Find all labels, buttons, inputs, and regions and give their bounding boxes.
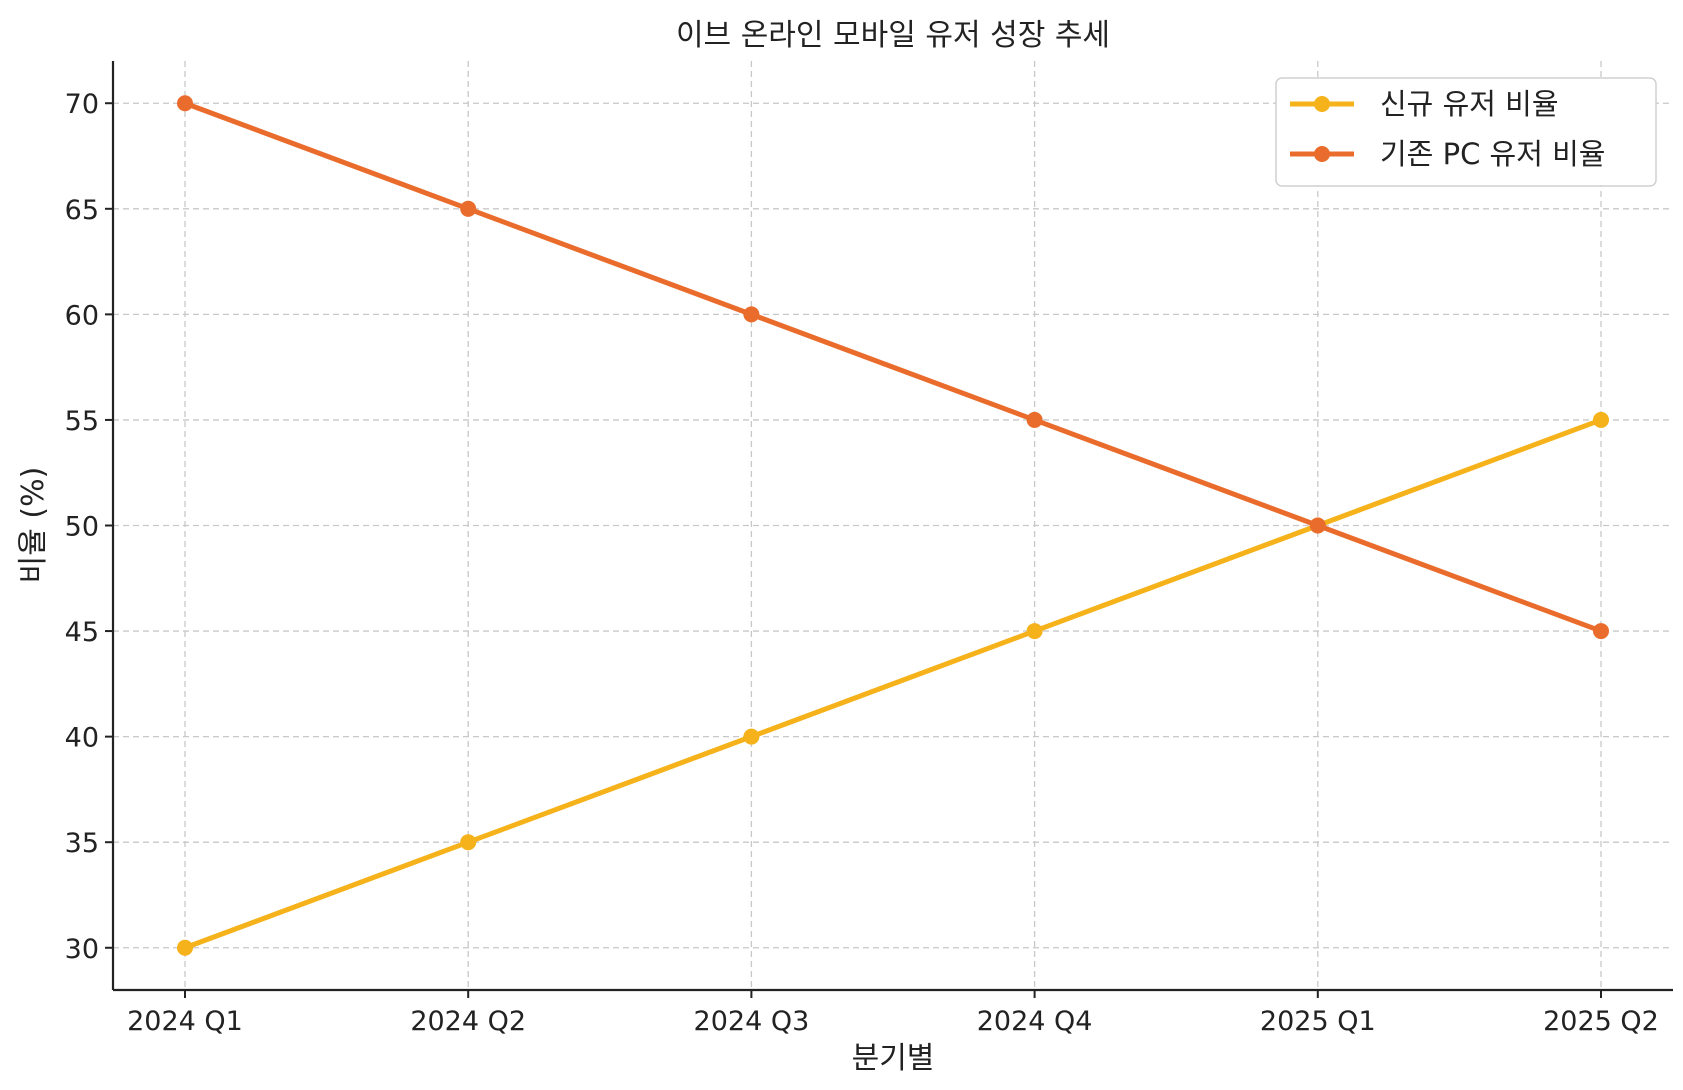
data-point xyxy=(1309,517,1326,534)
data-point xyxy=(1593,411,1609,428)
data-point xyxy=(460,200,477,217)
grid xyxy=(113,61,1673,990)
data-point xyxy=(177,95,193,112)
data-point xyxy=(743,728,760,745)
y-tick-label: 40 xyxy=(65,723,99,754)
y-tick-label: 45 xyxy=(65,617,99,648)
series-line xyxy=(182,417,1604,951)
x-tick-label: 2024 Q2 xyxy=(410,1006,526,1037)
legend-marker xyxy=(1314,146,1330,162)
y-tick-label: 35 xyxy=(65,828,99,859)
x-tick-label: 2024 Q3 xyxy=(694,1006,810,1037)
data-point xyxy=(460,834,477,851)
x-tick-label: 2024 Q4 xyxy=(977,1006,1093,1037)
chart-title: 이브 온라인 모바일 유저 성장 추세 xyxy=(676,18,1110,53)
x-tick-label: 2025 Q1 xyxy=(1260,1006,1376,1037)
data-point xyxy=(1026,623,1043,640)
series-line xyxy=(182,100,1604,634)
y-axis-title: 비율 (%) xyxy=(16,467,51,584)
series xyxy=(177,95,1609,956)
y-tick-label: 55 xyxy=(65,406,99,437)
tick-labels: 2024 Q1 2024 Q2 2024 Q3 2024 Q4 2025 Q1 2025 … xyxy=(65,89,1659,1037)
x-tick-label: 2024 Q1 xyxy=(127,1006,243,1037)
y-tick-label: 60 xyxy=(65,300,99,331)
legend-label: 신규 유저 비율 xyxy=(1380,87,1559,121)
legend-box xyxy=(1275,77,1657,187)
legend-label: 기존 PC 유저 비율 xyxy=(1380,137,1605,171)
y-tick-label: 30 xyxy=(65,934,99,965)
data-point xyxy=(1026,411,1043,428)
y-tick-label: 65 xyxy=(65,195,99,226)
x-axis-title: 분기별 xyxy=(852,1041,935,1076)
y-tick-label: 70 xyxy=(65,89,99,120)
series-1 xyxy=(177,411,1609,956)
legend-marker xyxy=(1314,96,1330,112)
data-point xyxy=(743,306,760,323)
y-tick-label: 50 xyxy=(65,512,99,543)
x-tick-label: 2025 Q2 xyxy=(1543,1006,1659,1037)
series-2 xyxy=(177,95,1609,640)
data-point xyxy=(177,939,193,956)
data-point xyxy=(1593,623,1609,640)
